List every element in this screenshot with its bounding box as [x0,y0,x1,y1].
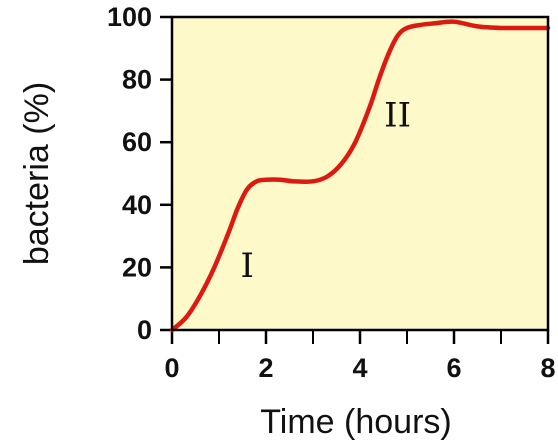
y-tick-label: 0 [137,315,152,345]
annotations: III [240,96,411,286]
series-line-bacteria [169,19,551,333]
phase-annotation: I [240,246,253,286]
phase-annotation: II [384,96,411,136]
axis-ticks [160,15,550,344]
tick-labels: 0 20 40 60 80 100 0 2 4 6 8 [107,2,556,383]
plot-frame [170,15,550,332]
y-tick-label: 60 [122,127,152,157]
y-tick-label: 40 [122,190,152,220]
x-tick-label: 8 [540,353,555,383]
y-tick-label: 20 [122,252,152,282]
y-axis-label: bacteria (%) [18,82,56,265]
x-axis-label: Time (hours) [260,403,451,441]
x-tick-label: 6 [446,353,461,383]
y-tick-label: 100 [107,2,152,32]
plot-area [172,17,548,330]
x-tick-label: 4 [352,353,367,383]
x-tick-label: 0 [164,353,179,383]
x-tick-label: 2 [258,353,273,383]
y-tick-label: 80 [122,65,152,95]
